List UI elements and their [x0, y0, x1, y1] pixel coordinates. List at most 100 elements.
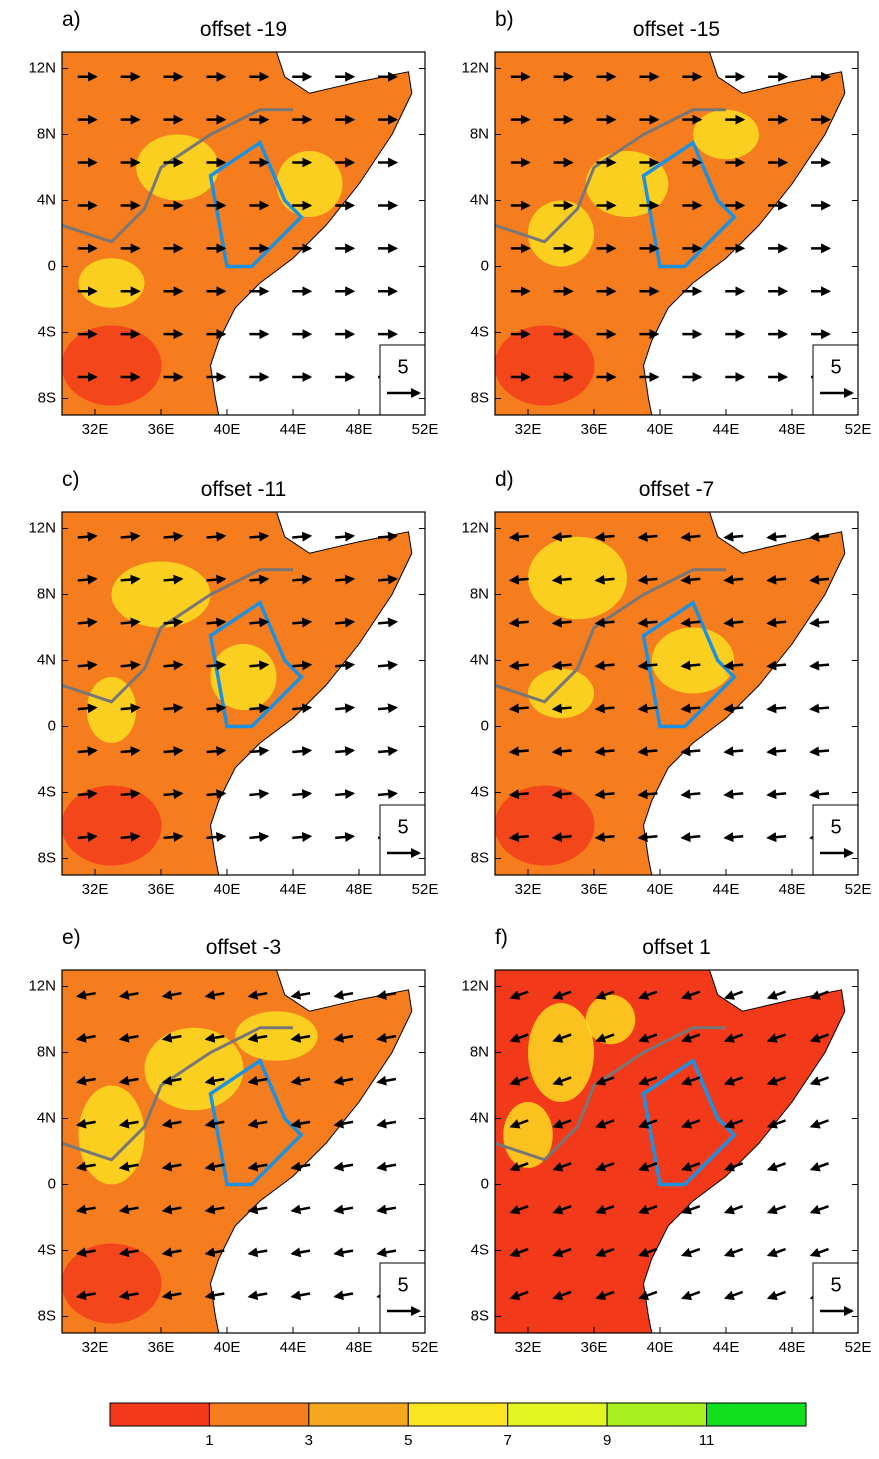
wind-arrow: [723, 746, 744, 757]
x-tick-label: 40E: [214, 1339, 241, 1356]
wind-arrow: [249, 831, 270, 842]
wind-arrow: [335, 703, 356, 714]
wind-arrow: [551, 703, 572, 714]
wind-arrow: [551, 746, 572, 757]
x-tick-label: 48E: [346, 1339, 373, 1356]
y-tick-label: 12N: [28, 519, 56, 536]
map-panel: 5 a) offset -19 32E 36E 40E 44E 48E 52E 12N 8N 4N 0 4…: [28, 8, 438, 438]
wind-arrow: [75, 1247, 96, 1258]
colorbar-label: 9: [603, 1432, 611, 1449]
wind-arrow: [723, 990, 744, 1000]
wind-arrow: [594, 789, 615, 800]
wind-arrow: [638, 1247, 658, 1258]
y-tick-label: 0: [48, 1175, 56, 1192]
region-box: [208, 600, 304, 729]
precip-blob: [528, 200, 594, 267]
colorbar-label: 5: [404, 1432, 412, 1449]
wind-arrow: [333, 1161, 354, 1172]
colorbar-label: 1: [205, 1432, 213, 1449]
y-tick-label: 4S: [471, 1241, 489, 1258]
wind-arrow: [376, 1161, 397, 1172]
precip-blob: [210, 644, 277, 710]
wind-arrow: [595, 1290, 615, 1301]
wind-arrow: [809, 1161, 829, 1172]
wind-arrow: [509, 1290, 529, 1301]
wind-arrow: [809, 789, 830, 800]
wind-arrow: [204, 1247, 225, 1258]
wind-arrow: [809, 990, 829, 1000]
wind-arrow: [809, 1204, 829, 1215]
precip-blob: [495, 1243, 595, 1324]
wind-arrow: [809, 1247, 829, 1258]
precip-blob: [528, 536, 627, 620]
precip-blob: [495, 325, 595, 406]
x-tick-label: 32E: [82, 421, 109, 438]
wind-arrow: [206, 703, 227, 714]
wind-arrow: [75, 1032, 96, 1043]
x-tick-label: 40E: [214, 421, 241, 438]
wind-arrow: [335, 831, 356, 842]
wind-arrow: [249, 746, 270, 757]
y-tick-label: 8S: [38, 849, 56, 866]
wind-arrow: [723, 1161, 744, 1172]
wind-arrow: [335, 746, 356, 757]
border: [495, 108, 726, 244]
wind-arrow: [377, 574, 399, 585]
frame: [61, 51, 426, 416]
wind-arrow: [247, 989, 268, 1000]
x-tick-label: 36E: [148, 421, 175, 438]
precip-blob: [528, 1003, 594, 1102]
wind-arrow: [163, 703, 184, 714]
wind-arrow: [161, 989, 182, 1000]
wind-arrow: [681, 1247, 701, 1258]
map-content: [495, 52, 846, 415]
wind-arrow: [249, 574, 270, 585]
wind-arrow: [206, 617, 227, 628]
wind-arrow: [377, 617, 399, 628]
precip-blob: [585, 994, 636, 1045]
panel-label: a): [62, 8, 81, 31]
precip-blob: [693, 109, 759, 160]
wind-arrow: [206, 746, 227, 757]
wind-arrow: [75, 1204, 96, 1215]
wind-arrow: [118, 1204, 139, 1215]
wind-arrow: [292, 660, 313, 671]
wind-arrow: [290, 1290, 311, 1301]
wind-arrow: [335, 531, 356, 542]
wind-arrow: [594, 660, 615, 671]
wind-arrow: [376, 1118, 397, 1129]
wind-arrow: [723, 574, 744, 585]
x-tick-label: 32E: [515, 881, 542, 898]
frame: [494, 969, 859, 1334]
wind-arrow: [723, 832, 744, 843]
y-tick-label: 8S: [471, 1307, 489, 1324]
y-tick-label: 8N: [470, 1043, 489, 1060]
wind-arrow: [680, 574, 701, 585]
wind-arrow: [290, 1247, 311, 1258]
wind-arrow: [680, 660, 701, 671]
wind-arrow: [723, 531, 744, 542]
wind-arrow: [637, 531, 658, 542]
panel-title: offset -15: [633, 18, 720, 41]
wind-arrow: [206, 831, 227, 842]
panel-title: offset 1: [642, 936, 711, 959]
y-tick-label: 0: [481, 257, 489, 274]
precip-blob: [111, 561, 211, 628]
wind-arrow: [723, 1076, 744, 1086]
colorbar-label: 11: [699, 1432, 715, 1449]
wind-arrow: [638, 1290, 658, 1301]
wind-arrow: [509, 1204, 529, 1215]
x-tick-label: 48E: [779, 1339, 806, 1356]
x-tick-label: 48E: [346, 881, 373, 898]
wind-arrow: [335, 617, 356, 628]
wind-arrow: [161, 1118, 182, 1129]
wind-arrow: [595, 990, 615, 1000]
wind-arrow: [595, 1161, 615, 1172]
wind-arrow: [809, 746, 830, 757]
y-tick-label: 4S: [471, 783, 489, 800]
ref-box: [812, 804, 859, 876]
wind-arrow: [637, 746, 658, 757]
wind-arrow: [552, 1161, 572, 1172]
border: [62, 1026, 293, 1162]
x-tick-label: 40E: [647, 1339, 674, 1356]
